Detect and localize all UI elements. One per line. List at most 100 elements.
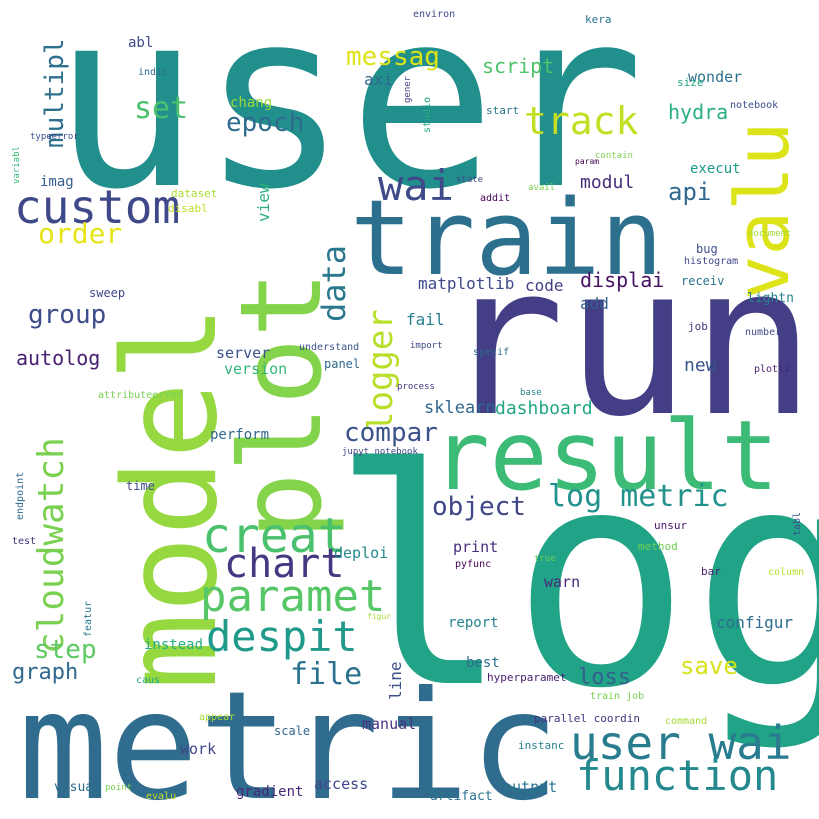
word-bar: bar (701, 565, 721, 578)
word-instanc: instanc (518, 739, 565, 752)
word-dataset: dataset (171, 187, 218, 200)
word-wai: wai (378, 161, 454, 210)
word-save[interactable]: save (680, 652, 738, 680)
word-contain: contain (595, 151, 633, 161)
word-deploi: deploi (334, 544, 389, 562)
word-user-wai: user wai (570, 716, 792, 770)
word-wonder: wonder (688, 68, 743, 86)
word-creat: creat (202, 508, 347, 564)
word-parallel-coordin: parallel coordin (534, 712, 640, 725)
word-specif: specif (473, 347, 510, 358)
word-bug: bug (696, 242, 718, 256)
word-indic: indic (138, 67, 169, 78)
word-unsur: unsur (654, 519, 688, 532)
word-valu: valu (720, 121, 806, 300)
word-addit: addit (480, 193, 511, 204)
word-document: document (748, 229, 792, 239)
word-visual: visual (54, 780, 101, 795)
word-despit: despit (206, 612, 358, 661)
word-print[interactable]: print (453, 538, 499, 556)
word-pyfunc: pyfunc (455, 559, 492, 570)
word-sweep: sweep (89, 286, 126, 300)
word-fail: fail (406, 310, 445, 329)
word-report: report (448, 615, 499, 631)
word-object: object (432, 492, 526, 522)
word-function[interactable]: function (576, 751, 779, 800)
word-understand: understand (299, 342, 360, 353)
word-data: data (315, 244, 353, 322)
word-size: size (677, 76, 704, 89)
word-file: file (290, 657, 363, 692)
word-caus: caus (136, 675, 161, 686)
word-configur: configur (716, 613, 794, 632)
word-order: order (38, 217, 123, 250)
word-log-metric: log metric (548, 479, 729, 514)
word-server: server (216, 344, 271, 362)
word-add[interactable]: add (580, 294, 609, 313)
word-api: api (668, 178, 712, 206)
word-group: group (28, 300, 107, 330)
word-messag: messag (346, 42, 440, 72)
word-view: view (254, 183, 273, 222)
word-command: command (665, 716, 708, 727)
word-track: track (524, 99, 639, 143)
word-sklearn: sklearn (424, 398, 496, 418)
word-tabl: tabl (792, 511, 803, 536)
word-result: result (432, 400, 779, 512)
word-access: access (314, 775, 369, 793)
word-typeerror: typeerror (30, 132, 79, 142)
word-abl: abl (128, 35, 154, 51)
word-paramet: paramet (200, 571, 386, 622)
word-time: time (126, 479, 155, 493)
word-disabl: disabl (168, 202, 208, 215)
word-test: test (12, 536, 37, 547)
word-axi: axi (364, 70, 393, 89)
word-job: job (688, 320, 708, 333)
word-chart: chart (224, 541, 345, 587)
word-process: process (397, 382, 435, 392)
word-notebook: notebook (730, 100, 779, 111)
word-artifact: artifact (430, 789, 493, 804)
word-plotli: plotli (754, 364, 791, 375)
word-jupyt-notebook: jupyt notebook (342, 447, 418, 457)
word-cloudwatch: cloudwatch (31, 437, 72, 654)
word-point: point (105, 783, 133, 793)
word-number: number (745, 327, 782, 338)
word-epoch: epoch (226, 108, 305, 138)
word-state: state (456, 175, 484, 185)
word-hyperparamet: hyperparamet (487, 671, 567, 684)
word-matplotlib: matplotlib (418, 274, 515, 293)
word-variabl: variabl (12, 146, 22, 184)
word-gener: gener (403, 75, 413, 103)
word-manual: manual (362, 715, 417, 733)
word-scale: scale (274, 724, 311, 738)
word-autolog: autolog (16, 346, 101, 370)
word-start: start (486, 104, 520, 117)
word-appear: appear (199, 712, 236, 723)
word-figur: figur (367, 612, 392, 621)
word-graph: graph (12, 660, 79, 685)
word-gradient: gradient (236, 784, 304, 800)
word-kera: kera (585, 13, 612, 26)
word-run: run (440, 221, 816, 463)
word-dashboard[interactable]: dashboard (495, 398, 593, 419)
word-execut: execut (690, 161, 741, 177)
word-base: base (520, 388, 542, 398)
word-true: true (534, 554, 556, 564)
word-warn: warn (544, 573, 581, 591)
word-instead: instead (144, 637, 204, 653)
word-attributeerror: attributeerror (98, 390, 183, 401)
word-user: user (52, 0, 645, 244)
word-lightn: lightn (747, 291, 794, 306)
word-perform: perform (210, 427, 270, 443)
word-param: param (575, 157, 600, 166)
word-avail: avail (528, 183, 556, 193)
word-method: method (638, 540, 678, 553)
word-studio: studio (422, 96, 433, 133)
word-new[interactable]: new (684, 355, 717, 376)
word-output: output (503, 778, 558, 796)
word-column: column (768, 567, 805, 578)
word-receiv: receiv (681, 274, 725, 288)
word-panel: panel (324, 357, 361, 371)
word-set: set (134, 91, 189, 126)
